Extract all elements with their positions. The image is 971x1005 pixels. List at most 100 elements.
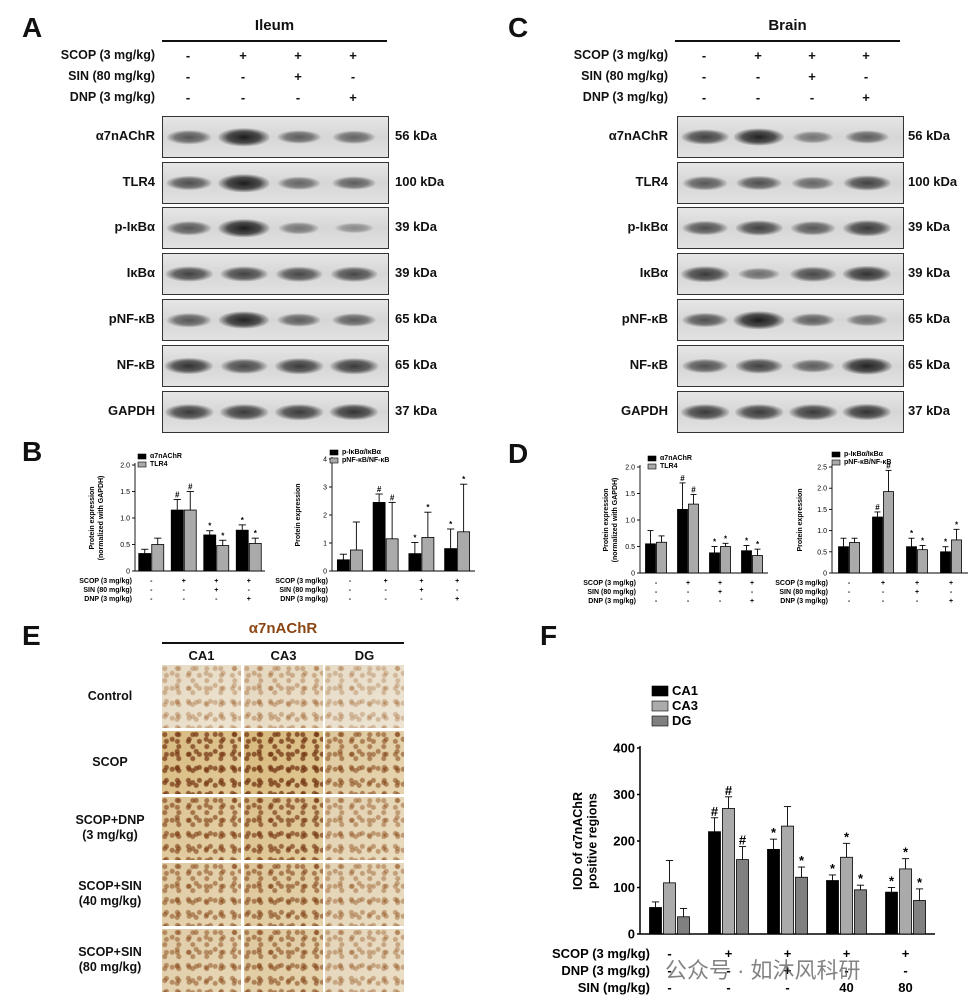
protein-label: α7nAChR xyxy=(95,128,155,143)
y-tick-label: 100 xyxy=(613,880,635,895)
header-rule-a xyxy=(162,40,387,42)
ihc-column-label: CA3 xyxy=(270,648,297,663)
condition-label: SIN (mg/kg) xyxy=(578,980,650,995)
y-axis-label: Protein expression xyxy=(89,486,96,549)
blot-band xyxy=(791,313,835,327)
protein-label: IκBα xyxy=(639,265,668,280)
blot-band xyxy=(332,176,376,190)
significance-mark: * xyxy=(917,875,923,890)
bar xyxy=(138,553,152,572)
bar xyxy=(151,544,165,572)
legend-swatch xyxy=(647,463,657,470)
panel-letter-f: F xyxy=(540,620,558,651)
blot-band xyxy=(738,268,780,280)
blot-band xyxy=(789,404,837,420)
condition-sign: + xyxy=(843,946,851,961)
panel-letter-a: A xyxy=(22,12,43,43)
condition-label: SIN (80 mg/kg) xyxy=(779,589,828,596)
condition-sign: - xyxy=(350,69,356,84)
ihc-row-label: SCOP+SIN (40 mg/kg) xyxy=(78,878,142,909)
ihc-title: α7nAChR xyxy=(248,620,318,637)
condition-sign: - xyxy=(349,587,352,594)
panel-letter-d: D xyxy=(508,438,529,469)
blot-band xyxy=(218,128,270,146)
blot-band xyxy=(733,128,785,146)
y-tick-label: 2.5 xyxy=(817,464,827,471)
condition-label: DNP (3 mg/kg) xyxy=(582,90,668,104)
condition-sign: + xyxy=(784,963,792,978)
protein-label: GAPDH xyxy=(108,403,155,418)
bar xyxy=(235,529,249,572)
condition-label: SCOP (3 mg/kg) xyxy=(583,580,636,587)
ihc-row-label: SCOP+DNP (3 mg/kg) xyxy=(75,812,145,843)
blot-band xyxy=(735,358,783,374)
blot-band xyxy=(218,219,270,237)
significance-mark: # xyxy=(711,804,719,819)
significance-mark: * xyxy=(241,516,245,525)
condition-sign: - xyxy=(456,587,459,594)
y-tick-label: 0.5 xyxy=(625,544,635,551)
condition-sign: + xyxy=(750,598,754,605)
blot-band xyxy=(733,311,785,329)
bar xyxy=(444,548,458,572)
ihc-micrograph xyxy=(244,863,323,926)
chart-b-ikba-nfkb: 0 1 2 3 4 Protein expression # * * # * * p-IκBα/IκBα… xyxy=(275,449,475,603)
condition-label: SIN (80 mg/kg) xyxy=(68,69,155,83)
significance-mark: * xyxy=(944,538,948,547)
panel-letter-b: B xyxy=(22,436,43,467)
blot-band xyxy=(845,130,889,144)
condition-sign: + xyxy=(419,578,423,585)
ihc-micrograph xyxy=(244,797,323,860)
ihc-header-rule xyxy=(162,642,404,644)
condition-sign: + xyxy=(247,578,251,585)
condition-sign: + xyxy=(750,580,754,587)
y-tick-label: 0 xyxy=(823,570,827,577)
blot-band xyxy=(681,404,729,420)
significance-mark: * xyxy=(889,874,895,889)
condition-sign: - xyxy=(667,980,671,995)
condition-sign: - xyxy=(295,90,301,105)
significance-mark: * xyxy=(208,522,212,531)
protein-label: pNF-κB xyxy=(621,311,668,326)
ihc-column-label: DG xyxy=(354,648,375,663)
condition-sign: + xyxy=(214,587,218,594)
bar xyxy=(917,549,928,574)
bar xyxy=(645,543,656,574)
bar xyxy=(203,534,217,572)
legend-swatch xyxy=(651,700,669,712)
bar xyxy=(872,516,883,574)
legend-swatch xyxy=(137,453,147,460)
bar xyxy=(372,502,386,572)
y-tick-label: 1.5 xyxy=(120,489,130,496)
blot-band xyxy=(736,176,782,190)
condition-sign: - xyxy=(809,90,815,105)
legend-label: p-IκBα/IκBα xyxy=(844,451,884,458)
bar xyxy=(951,539,962,574)
condition-sign: - xyxy=(687,589,690,596)
condition-sign: + xyxy=(949,598,953,605)
blot-band xyxy=(218,174,270,192)
blot-strip xyxy=(162,345,389,387)
blot-band xyxy=(846,314,888,326)
bar xyxy=(795,876,808,935)
blot-strip xyxy=(162,391,389,433)
legend-swatch xyxy=(647,455,657,462)
condition-sign: + xyxy=(419,587,423,594)
blot-band xyxy=(218,311,270,329)
blot-band xyxy=(278,222,320,234)
kda-label: 39 kDa xyxy=(395,265,437,280)
significance-mark: * xyxy=(462,475,466,484)
condition-sign: + xyxy=(862,48,870,63)
condition-sign: - xyxy=(183,587,186,594)
blot-band xyxy=(166,176,212,190)
condition-sign: + xyxy=(294,69,302,84)
y-tick-label: 1.0 xyxy=(120,515,130,522)
significance-mark: * xyxy=(844,829,850,844)
significance-mark: * xyxy=(713,538,717,547)
condition-sign: - xyxy=(882,598,885,605)
y-tick-label: 2.0 xyxy=(817,486,827,493)
blot-strip xyxy=(162,253,389,295)
condition-sign: - xyxy=(655,598,658,605)
condition-sign: - xyxy=(755,69,761,84)
significance-mark: * xyxy=(756,540,760,549)
